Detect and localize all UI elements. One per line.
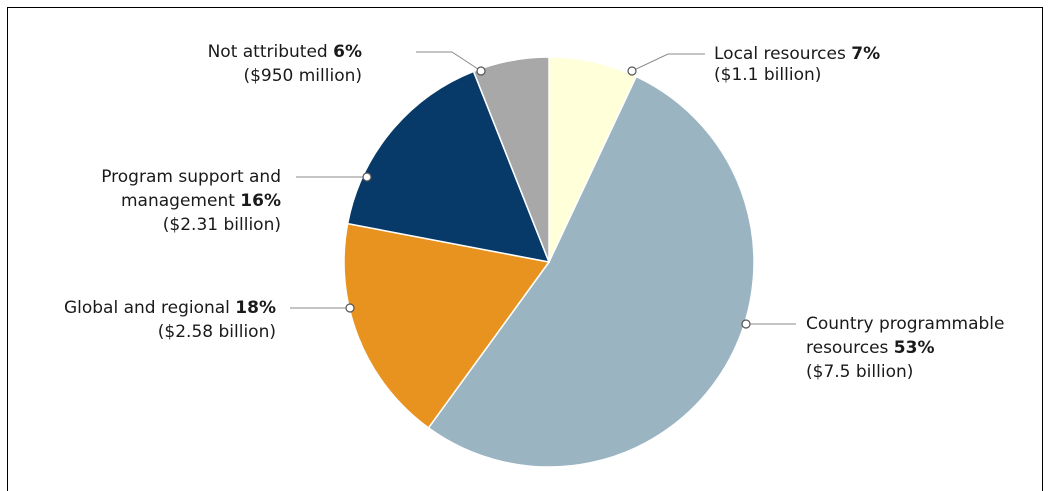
- label-global: Global and regional 18%: [64, 298, 276, 318]
- label-country-value: ($7.5 billion): [806, 362, 913, 382]
- label-local-name: Local resources: [714, 44, 851, 64]
- label-country: resources 53%: [806, 338, 935, 358]
- pie-slices: [344, 57, 754, 467]
- label-program: management 16%: [121, 191, 281, 211]
- leader-dot-notattr: [477, 67, 485, 75]
- label-notattr-value: ($950 million): [243, 66, 362, 86]
- leader-line-local: [632, 54, 705, 71]
- label-notattr-name: Not attributed: [208, 42, 334, 62]
- label-program-name-1: Program support and: [101, 167, 281, 187]
- label-program-value: ($2.31 billion): [163, 215, 281, 235]
- leader-dot-country: [742, 320, 750, 328]
- label-country-pct: 53%: [894, 338, 935, 358]
- leader-line-notattr: [416, 52, 481, 71]
- label-local-value: ($1.1 billion): [714, 65, 821, 85]
- label-program-name-2: management: [121, 191, 240, 211]
- leader-dot-program: [363, 173, 371, 181]
- label-global-value: ($2.58 billion): [158, 322, 276, 342]
- label-local-pct: 7%: [851, 44, 880, 64]
- label-country-name-2: resources: [806, 338, 894, 358]
- label-country-name-1: Country programmable: [806, 314, 1004, 334]
- label-local: Local resources 7%: [714, 44, 880, 64]
- label-notattr: Not attributed 6%: [208, 42, 362, 62]
- leader-dot-global: [346, 304, 354, 312]
- label-global-name: Global and regional: [64, 298, 235, 318]
- label-program-pct: 16%: [240, 191, 281, 211]
- leader-dot-local: [628, 67, 636, 75]
- label-global-pct: 18%: [235, 298, 276, 318]
- label-notattr-pct: 6%: [333, 42, 362, 62]
